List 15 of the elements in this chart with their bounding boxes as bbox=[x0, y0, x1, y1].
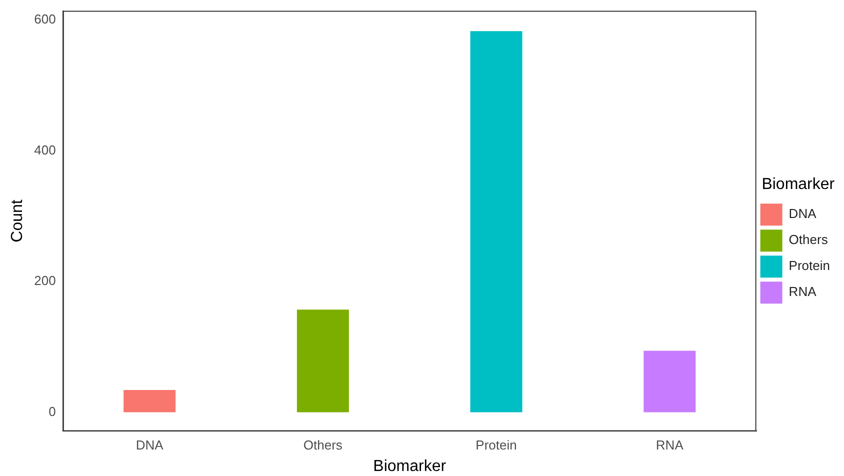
legend-label: Others bbox=[788, 232, 828, 248]
x-tick-label: Protein bbox=[476, 438, 517, 453]
y-axis-title: Count bbox=[9, 199, 26, 242]
y-tick-label: 400 bbox=[34, 142, 56, 158]
legend-label: DNA bbox=[788, 206, 817, 222]
x-tick-label: DNA bbox=[136, 438, 164, 453]
y-tick-label: 200 bbox=[34, 273, 56, 288]
x-tick-label: Others bbox=[303, 438, 343, 453]
legend-label: RNA bbox=[788, 284, 817, 300]
y-tick-label: 600 bbox=[34, 12, 56, 27]
x-axis-title: Biomarker bbox=[373, 458, 447, 475]
legend-title: Biomarker bbox=[762, 176, 836, 193]
x-tick-label: RNA bbox=[656, 438, 684, 453]
y-tick-label: 0 bbox=[48, 404, 56, 419]
legend-label: Protein bbox=[788, 258, 830, 274]
